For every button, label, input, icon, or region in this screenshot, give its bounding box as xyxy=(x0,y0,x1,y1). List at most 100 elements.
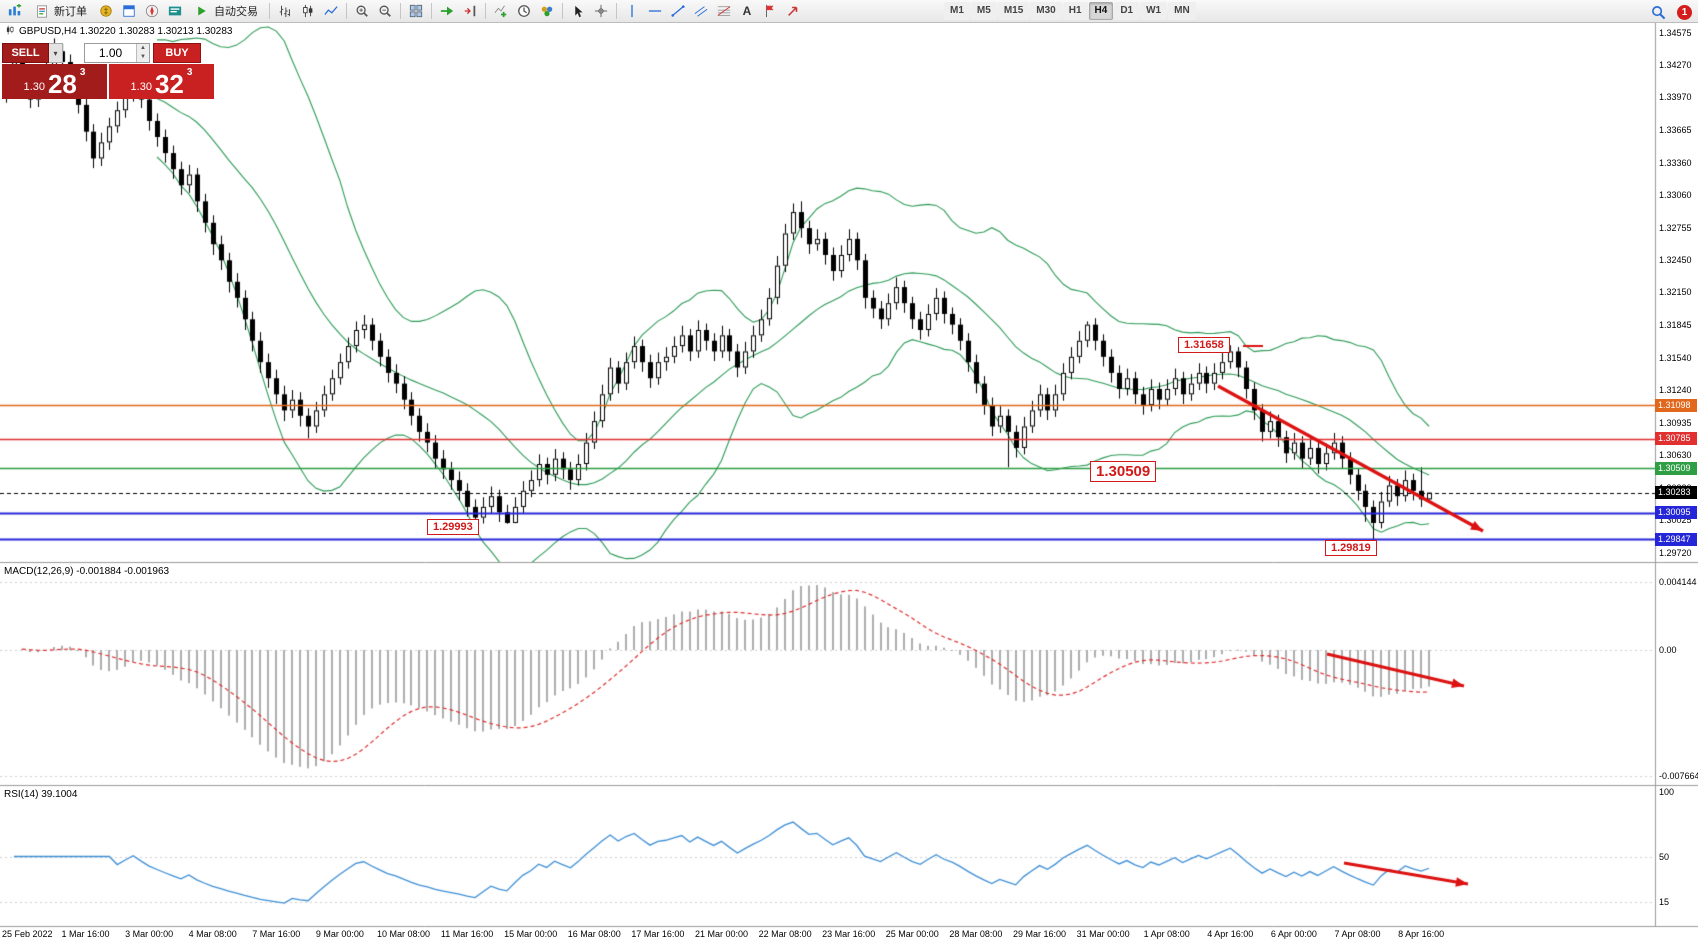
search-icon[interactable] xyxy=(1647,2,1669,22)
symbol-header: GBPUSD,H4 1.30220 1.30283 1.30213 1.3028… xyxy=(5,25,233,38)
date-axis-label: 6 Apr 00:00 xyxy=(1270,929,1317,939)
new-order-button[interactable]: 新订单 xyxy=(27,1,94,21)
date-axis-label: 31 Mar 00:00 xyxy=(1076,929,1130,939)
timeframe-button-h4[interactable]: H4 xyxy=(1088,2,1114,20)
timeframe-button-d1[interactable]: D1 xyxy=(1114,2,1140,20)
date-axis-label: 28 Mar 08:00 xyxy=(949,929,1003,939)
trendline-icon[interactable] xyxy=(667,1,689,21)
line-chart-icon[interactable] xyxy=(320,1,342,21)
chart-annotation[interactable]: 1.31658 xyxy=(1178,337,1230,353)
text-icon[interactable]: A xyxy=(742,4,752,18)
notification-badge[interactable]: 1 xyxy=(1677,4,1692,20)
sell-price-pipette: 3 xyxy=(79,67,86,78)
macd-axis-label: 0.004144 xyxy=(1659,576,1697,587)
play-icon xyxy=(194,1,210,21)
price-tag: 1.30509 xyxy=(1655,461,1697,475)
price-axis-label: 1.33060 xyxy=(1659,189,1692,200)
buy-button[interactable]: BUY xyxy=(153,43,201,63)
date-axis-label: 25 Feb 2022 xyxy=(2,929,53,939)
date-axis-label: 1 Mar 16:00 xyxy=(61,929,110,939)
terminal-icon[interactable] xyxy=(164,1,186,21)
price-axis-label: 1.30630 xyxy=(1659,450,1692,461)
date-axis-label: 25 Mar 00:00 xyxy=(885,929,939,939)
text-label-icon[interactable] xyxy=(759,1,781,21)
new-chart-icon[interactable] xyxy=(4,1,26,21)
date-axis-label: 7 Mar 16:00 xyxy=(252,929,301,939)
date-axis-label: 3 Mar 00:00 xyxy=(125,929,174,939)
timeframe-button-m1[interactable]: M1 xyxy=(944,2,970,20)
rsi-indicator-label: RSI(14) 39.1004 xyxy=(4,789,78,800)
buy-price-display[interactable]: 1.30 32 3 xyxy=(109,64,214,99)
timeframe-button-mn[interactable]: MN xyxy=(1168,2,1196,20)
chart-shift-icon[interactable] xyxy=(459,1,481,21)
volume-stepper[interactable]: ▲ ▼ xyxy=(136,44,149,62)
date-axis-label: 7 Apr 08:00 xyxy=(1334,929,1381,939)
main-toolbar: 新订单 自动交易 xyxy=(0,0,1698,23)
sell-price-display[interactable]: 1.30 28 3 xyxy=(2,64,107,99)
price-scale[interactable]: 1.34575 1.34270 1.33970 1.33665 1.33360 1.330… xyxy=(1655,22,1698,926)
timeframe-button-h1[interactable]: H1 xyxy=(1062,2,1088,20)
timeframe-button-m5[interactable]: M5 xyxy=(970,2,997,20)
bar-chart-icon[interactable] xyxy=(274,1,296,21)
order-icon xyxy=(34,1,50,21)
auto-trading-button[interactable]: 自动交易 xyxy=(187,1,265,21)
chart-annotation[interactable]: 1.30509 xyxy=(1090,461,1157,482)
date-axis-label: 9 Mar 00:00 xyxy=(315,929,364,939)
price-axis-label: 1.32150 xyxy=(1659,287,1692,298)
price-axis-label: 1.30935 xyxy=(1659,417,1692,428)
price-axis-label: 1.33665 xyxy=(1659,125,1692,136)
horizontal-line-icon[interactable] xyxy=(644,1,666,21)
timeframe-button-m30[interactable]: M30 xyxy=(1030,2,1062,20)
volume-up-icon[interactable]: ▲ xyxy=(137,44,149,53)
date-axis-label: 11 Mar 16:00 xyxy=(440,929,494,939)
toolbar-separator xyxy=(269,3,270,19)
price-axis-label: 1.31540 xyxy=(1659,352,1692,363)
toolbar-separator xyxy=(346,3,347,19)
buy-price-prefix: 1.30 xyxy=(130,81,152,93)
date-axis-label: 21 Mar 00:00 xyxy=(694,929,749,939)
new-order-label: 新订单 xyxy=(54,6,87,18)
volume-down-icon[interactable]: ▼ xyxy=(137,53,149,62)
toolbar-separator xyxy=(431,3,432,19)
templates-icon[interactable] xyxy=(536,1,558,21)
timeframe-group: M1 M5 M15 M30 H1 H4 D1 W1 MN xyxy=(944,1,1196,21)
timeframe-button-m15[interactable]: M15 xyxy=(997,2,1030,20)
timeframe-button-w1[interactable]: W1 xyxy=(1140,2,1168,20)
channel-icon[interactable] xyxy=(690,1,712,21)
price-axis-label: 1.30025 xyxy=(1659,515,1692,526)
date-axis-label: 1 Apr 08:00 xyxy=(1143,929,1190,939)
arrows-tool-icon[interactable] xyxy=(782,1,804,21)
date-axis-label: 17 Mar 16:00 xyxy=(631,929,685,939)
symbol-header-text: GBPUSD,H4 1.30220 1.30283 1.30213 1.3028… xyxy=(19,26,233,37)
chart-annotation[interactable]: 1.29819 xyxy=(1325,540,1377,556)
indicators-icon[interactable] xyxy=(490,1,512,21)
fibonacci-icon[interactable] xyxy=(713,1,735,21)
ohlc-chart-icon xyxy=(5,25,15,38)
price-tag: 1.30283 xyxy=(1655,486,1697,500)
periods-icon[interactable] xyxy=(513,1,535,21)
date-axis-label: 23 Mar 16:00 xyxy=(822,929,876,939)
date-axis-label: 4 Apr 16:00 xyxy=(1207,929,1254,939)
sell-button[interactable]: SELL xyxy=(2,43,49,63)
crosshair-icon[interactable] xyxy=(590,1,612,21)
navigator-icon[interactable] xyxy=(141,1,163,21)
data-window-icon[interactable] xyxy=(118,1,140,21)
price-axis-label: 1.31845 xyxy=(1659,320,1692,331)
tile-windows-icon[interactable] xyxy=(405,1,427,21)
market-watch-icon[interactable] xyxy=(95,1,117,21)
candlestick-chart-icon[interactable] xyxy=(297,1,319,21)
sell-price-prefix: 1.30 xyxy=(23,81,45,93)
price-axis-label: 1.32755 xyxy=(1659,222,1692,233)
chart-annotation[interactable]: 1.29993 xyxy=(427,519,479,535)
macd-indicator-label: MACD(12,26,9) -0.001884 -0.001963 xyxy=(4,566,170,577)
auto-scroll-icon[interactable] xyxy=(436,1,458,21)
volume-field[interactable]: 1.00 ▲ ▼ xyxy=(84,43,150,63)
vertical-line-icon[interactable] xyxy=(621,1,643,21)
zoom-out-icon[interactable] xyxy=(374,1,396,21)
cursor-icon[interactable] xyxy=(567,1,589,21)
date-axis-label: 22 Mar 08:00 xyxy=(758,929,812,939)
zoom-in-icon[interactable] xyxy=(351,1,373,21)
trade-panel-dropdown[interactable]: ▾ xyxy=(49,43,63,63)
